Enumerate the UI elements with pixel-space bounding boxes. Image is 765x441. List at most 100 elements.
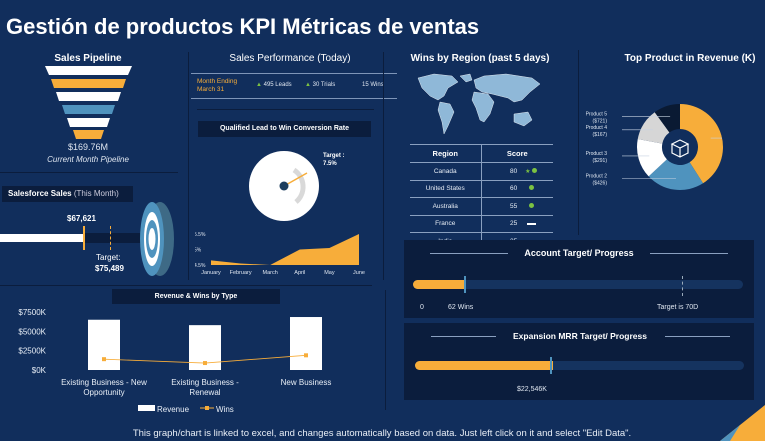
score-cell: 55 xyxy=(481,197,553,216)
conversion-area-chart: 4.5% 5% 5.5% January February March April May Ju… xyxy=(195,232,365,276)
product-donut-chart: Product 1($345)Product 2($426)Product 3(… xyxy=(586,104,723,190)
trials-stat: ▲ 30 Trials xyxy=(305,82,335,88)
account-progress-fill xyxy=(413,280,466,289)
conversion-target: 7.5% xyxy=(323,161,337,167)
y-tick-label: 5% xyxy=(195,248,202,254)
donut-slice xyxy=(637,138,667,177)
revenue-bar xyxy=(290,317,322,370)
status-indicator xyxy=(517,220,545,227)
divider xyxy=(191,73,397,74)
score-value: 25 xyxy=(510,220,518,228)
leads-value: 495 Leads xyxy=(263,82,292,88)
table-row: United States 60 xyxy=(410,180,553,198)
score-cell: 25 xyxy=(481,215,553,233)
score-value: 60 xyxy=(510,185,518,193)
category-label: Existing Business - New Opportunity xyxy=(61,378,147,397)
funnel-graphic xyxy=(45,66,132,139)
y-tick-label: $2500K xyxy=(18,347,46,356)
revenue-bar xyxy=(88,319,120,370)
star-icon: ★ xyxy=(525,168,531,175)
divider xyxy=(430,253,508,254)
status-indicator xyxy=(517,185,545,192)
status-indicator xyxy=(517,202,545,210)
expansion-progress-fill xyxy=(415,361,554,370)
region-cell: France xyxy=(410,215,482,233)
table-row: Australia 55 xyxy=(410,197,553,216)
category-label: New Business xyxy=(281,378,332,387)
legend-wins-marker xyxy=(205,406,209,410)
slice-label: Product 3 xyxy=(586,151,608,157)
sales-target-label: Target: xyxy=(96,253,121,262)
wins-stat: 15 Wins xyxy=(362,82,384,88)
account-progress-track xyxy=(413,280,743,289)
pipeline-value: $169.76M xyxy=(67,142,109,152)
leads-stat: ▲ 495 Leads xyxy=(256,82,292,88)
sales-arrow xyxy=(84,233,140,243)
header-region: Region xyxy=(410,144,482,163)
up-triangle-icon: ▲ xyxy=(305,82,311,88)
region-cell: Australia xyxy=(410,197,482,216)
expansion-progress-track xyxy=(415,361,744,370)
slice-label: Product 2 xyxy=(586,174,608,180)
divider xyxy=(665,336,730,337)
area-series xyxy=(211,234,359,265)
slice-value: ($291) xyxy=(593,158,608,164)
x-tick-label: February xyxy=(230,270,252,276)
expansion-title: Expansion MRR Target/ Progress xyxy=(513,331,647,341)
divider xyxy=(578,50,579,235)
world-map xyxy=(417,73,541,135)
region-cell: United States xyxy=(410,180,482,198)
conversion-gauge xyxy=(249,151,319,221)
box-icon-path xyxy=(670,139,690,158)
corner-decoration xyxy=(720,405,765,441)
divider xyxy=(650,253,728,254)
salesforce-title: Salesforce Sales (This Month) xyxy=(2,186,133,202)
donut-slice xyxy=(654,104,680,133)
y-tick-label: $5000K xyxy=(18,327,46,336)
target-bullseye-icon xyxy=(140,202,174,276)
divider xyxy=(191,98,397,99)
slice-label: Product 4 xyxy=(586,125,608,131)
account-target: Target is 70D xyxy=(657,304,699,311)
account-target-marker xyxy=(682,276,683,296)
score-cell: 60 xyxy=(481,180,553,198)
sales-progress-bar xyxy=(0,234,83,242)
salesforce-title-bold: Salesforce Sales xyxy=(8,189,72,198)
score-value: 55 xyxy=(510,202,518,210)
donut-ring xyxy=(662,129,698,165)
score-cell: 80 ★ xyxy=(481,162,553,181)
x-tick-label: May xyxy=(324,270,335,276)
sales-marker xyxy=(83,226,85,250)
status-indicator: ★ xyxy=(517,167,545,175)
y-tick-label: 5.5% xyxy=(195,232,206,238)
region-cell: Canada xyxy=(410,162,482,181)
divider xyxy=(197,109,374,110)
sales-target: $75,489 xyxy=(95,264,124,273)
target-marker xyxy=(110,226,111,250)
table-row: France 25 xyxy=(410,215,553,233)
divider xyxy=(0,285,372,286)
revenue-title: Revenue & Wins by Type xyxy=(112,289,280,304)
header-score: Score xyxy=(481,144,553,163)
divider xyxy=(188,52,189,280)
slice-value: ($426) xyxy=(593,181,608,187)
up-triangle-icon: ▲ xyxy=(256,82,262,88)
page-title: Gestión de productos KPI Métricas de ven… xyxy=(6,14,480,39)
score-value: 80 xyxy=(510,167,518,175)
footer-note: This graph/chart is linked to excel, and… xyxy=(132,428,632,439)
pipeline-caption: Current Month Pipeline xyxy=(47,155,129,164)
dash-icon xyxy=(526,222,536,225)
account-wins: 62 Wins xyxy=(448,304,474,311)
x-tick-label: April xyxy=(294,270,305,276)
legend-wins-label: Wins xyxy=(216,405,234,414)
performance-title: Sales Performance (Today) xyxy=(229,53,351,64)
conversion-target-label: Target : xyxy=(323,153,345,159)
expansion-marker xyxy=(550,357,552,374)
x-tick-label: January xyxy=(201,270,221,276)
y-tick-label: $7500K xyxy=(18,308,46,317)
wins-point xyxy=(304,353,308,358)
donut-slice xyxy=(680,104,723,184)
slice-value: ($167) xyxy=(593,132,608,138)
account-title: Account Target/ Progress xyxy=(524,248,634,258)
account-zero: 0 xyxy=(420,304,424,311)
